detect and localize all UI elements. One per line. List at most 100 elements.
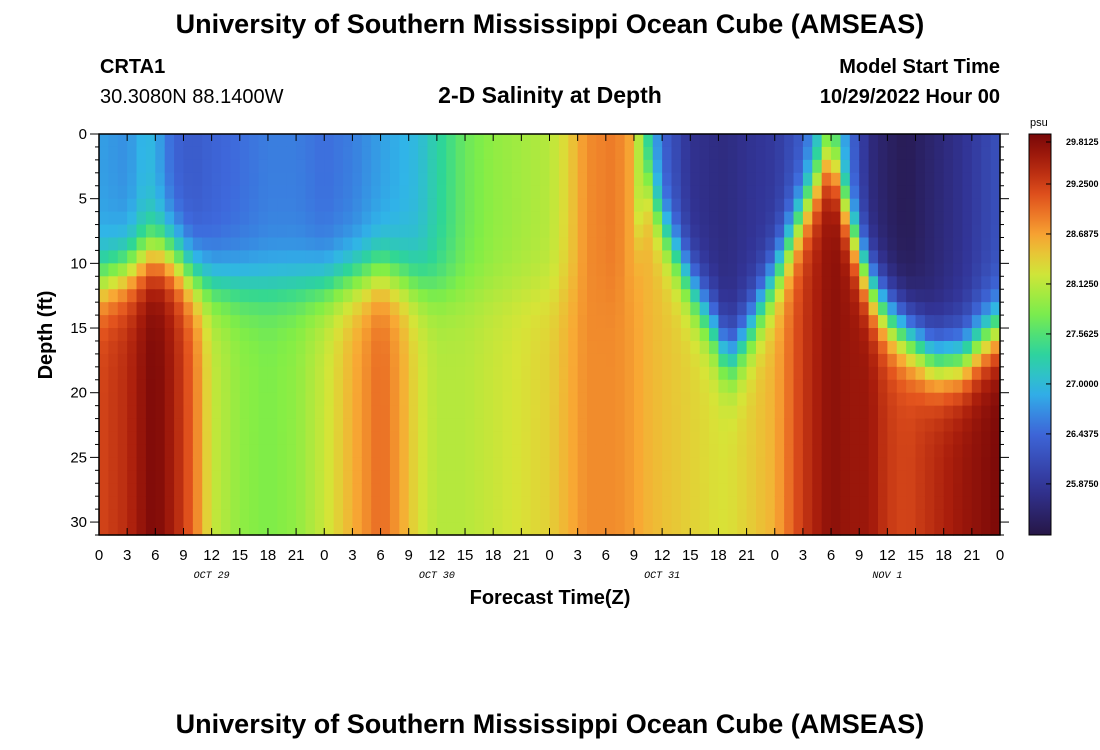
heatmap-cell [755,198,766,213]
heatmap-cell [784,431,795,446]
heatmap-cell [127,366,138,381]
heatmap-cell [840,509,851,523]
heatmap-cell [840,289,851,303]
heatmap-cell [511,198,522,213]
heatmap-cell [831,237,842,252]
heatmap-cell [915,185,926,200]
heatmap-cell [145,172,156,187]
heatmap-cell [859,198,870,213]
heatmap-cell [202,276,213,290]
heatmap-cell [633,418,644,433]
heatmap-cell [540,315,551,329]
heatmap-cell [530,509,541,523]
heatmap-cell [596,237,607,252]
heatmap-cell [389,146,400,161]
heatmap-cell [211,276,222,290]
heatmap-cell [145,496,156,510]
heatmap-cell [267,444,278,458]
heatmap-cell [343,522,354,536]
heatmap-cell [568,198,579,213]
heatmap-cell [849,146,860,161]
heatmap-cell [389,353,400,368]
heatmap-cell [587,276,598,290]
heatmap-cell [699,522,710,536]
heatmap-cell [211,431,222,446]
heatmap-cell [605,457,616,471]
heatmap-cell [568,224,579,239]
heatmap-cell [446,483,457,497]
heatmap-cell [239,457,250,471]
heatmap-cell [436,379,447,394]
heatmap-cell [868,302,879,316]
heatmap-cell [493,418,504,433]
heatmap-cell [502,431,513,446]
heatmap-cell [587,302,598,316]
heatmap-cell [277,470,288,484]
heatmap-cell [155,315,166,329]
heatmap-cell [727,470,738,484]
heatmap-cell [493,198,504,213]
heatmap-cell [286,431,297,446]
heatmap-cell [127,146,138,161]
heatmap-cell [511,470,522,484]
heatmap-cell [249,315,260,329]
heatmap-cell [277,340,288,355]
station-id: CRTA1 [100,56,166,78]
x-tick-label: 6 [602,547,610,564]
heatmap-cell [887,134,898,148]
heatmap-cell [849,353,860,368]
heatmap-cell [258,457,269,471]
heatmap-cell [727,250,738,264]
heatmap-cell [868,496,879,510]
heatmap-cell [859,392,870,407]
heatmap-cell [812,237,823,252]
heatmap-cell [455,315,466,329]
heatmap-cell [662,496,673,510]
heatmap-cell [521,328,532,342]
heatmap-cell [202,198,213,213]
heatmap-cell [953,302,964,316]
heatmap-cell [540,172,551,187]
heatmap-cell [324,405,335,420]
heatmap-cell [371,172,382,187]
heatmap-cell [549,185,560,200]
heatmap-cell [633,483,644,497]
heatmap-cell [230,289,241,303]
heatmap-cell [981,366,992,381]
heatmap-cell [624,250,635,264]
heatmap-cell [493,250,504,264]
heatmap-cell [436,522,447,536]
heatmap-cell [465,340,476,355]
heatmap-cell [333,457,344,471]
heatmap-cell [408,353,419,368]
heatmap-cell [99,250,109,264]
heatmap-cell [877,522,888,536]
heatmap-cell [361,405,372,420]
heatmap-cell [436,250,447,264]
heatmap-cell [774,211,785,226]
heatmap-cell [380,224,391,239]
heatmap-cell [230,250,241,264]
heatmap-cell [727,496,738,510]
heatmap-cell [183,444,194,458]
heatmap-cell [643,276,654,290]
heatmap-cell [521,509,532,523]
heatmap-cell [887,509,898,523]
heatmap-cell [849,224,860,239]
heatmap-cell [568,496,579,510]
heatmap-cell [643,289,654,303]
heatmap-cell [962,134,973,148]
heatmap-cell [990,444,1001,458]
heatmap-cell [502,198,513,213]
heatmap-cell [793,211,804,226]
heatmap-cell [737,237,748,252]
heatmap-cell [934,198,945,213]
heatmap-cell [192,405,203,420]
heatmap-cell [399,366,410,381]
heatmap-cell [718,289,729,303]
heatmap-cell [840,159,851,174]
heatmap-cell [906,198,917,213]
heatmap-cell [877,211,888,226]
heatmap-cell [549,522,560,536]
heatmap-cell [183,302,194,316]
